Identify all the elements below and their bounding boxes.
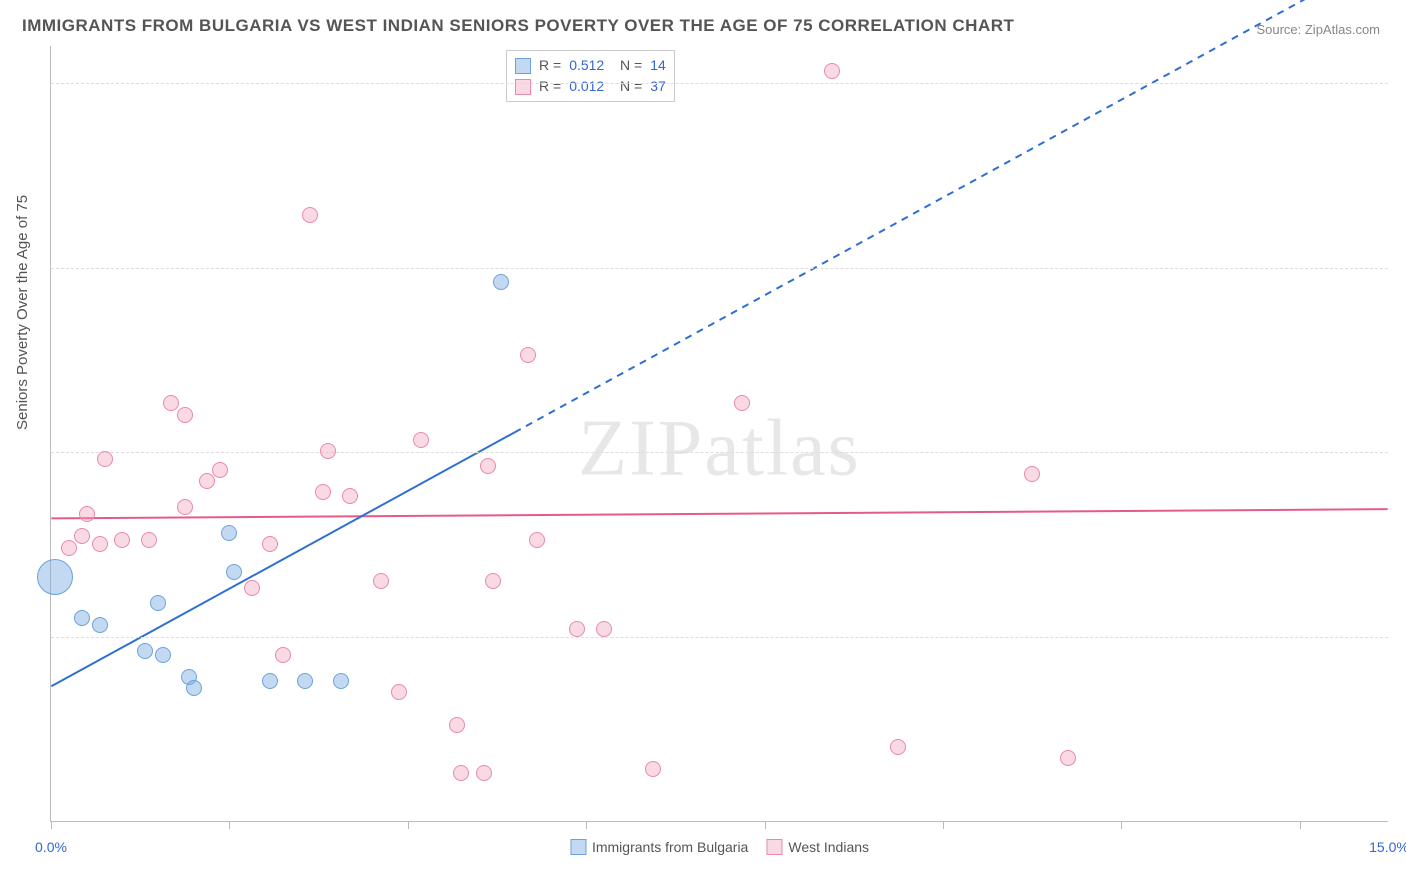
x-tick-label: 0.0% xyxy=(35,839,67,855)
data-point xyxy=(74,528,90,544)
data-point xyxy=(315,484,331,500)
legend-swatch xyxy=(515,58,531,74)
x-tick xyxy=(586,821,587,829)
data-point xyxy=(150,595,166,611)
data-point xyxy=(199,473,215,489)
data-point xyxy=(1024,466,1040,482)
stats-legend: R = 0.512 N = 14R = 0.012 N = 37 xyxy=(506,50,675,102)
series-legend: Immigrants from Bulgaria West Indians xyxy=(570,839,869,855)
data-point xyxy=(1060,750,1076,766)
data-point xyxy=(155,647,171,663)
y-tick-label: 10.0% xyxy=(1394,629,1406,645)
data-point xyxy=(645,761,661,777)
stat-r-value: 0.512 xyxy=(569,55,604,76)
legend-swatch xyxy=(515,79,531,95)
data-point xyxy=(485,573,501,589)
legend-swatch xyxy=(570,839,586,855)
data-point xyxy=(391,684,407,700)
data-point xyxy=(569,621,585,637)
legend-item: Immigrants from Bulgaria xyxy=(570,839,748,855)
stat-n-label: N = xyxy=(612,55,642,76)
x-tick xyxy=(765,821,766,829)
x-tick xyxy=(229,821,230,829)
data-point xyxy=(520,347,536,363)
data-point xyxy=(37,559,73,595)
data-point xyxy=(177,407,193,423)
data-point xyxy=(212,462,228,478)
x-tick xyxy=(1121,821,1122,829)
stat-r-label: R = xyxy=(539,76,561,97)
data-point xyxy=(890,739,906,755)
data-point xyxy=(221,525,237,541)
data-point xyxy=(262,536,278,552)
legend-swatch xyxy=(766,839,782,855)
data-point xyxy=(493,274,509,290)
y-tick-label: 20.0% xyxy=(1394,444,1406,460)
data-point xyxy=(320,443,336,459)
legend-item: West Indians xyxy=(766,839,869,855)
data-point xyxy=(342,488,358,504)
data-point xyxy=(177,499,193,515)
data-point xyxy=(74,610,90,626)
gridline xyxy=(51,268,1388,269)
x-tick xyxy=(1300,821,1301,829)
gridline xyxy=(51,637,1388,638)
stat-row: R = 0.512 N = 14 xyxy=(515,55,666,76)
legend-label: Immigrants from Bulgaria xyxy=(592,839,748,855)
y-tick-label: 30.0% xyxy=(1394,260,1406,276)
data-point xyxy=(449,717,465,733)
data-point xyxy=(596,621,612,637)
data-point xyxy=(373,573,389,589)
stat-n-label: N = xyxy=(612,76,642,97)
gridline xyxy=(51,83,1388,84)
data-point xyxy=(226,564,242,580)
data-point xyxy=(734,395,750,411)
stat-r-value: 0.012 xyxy=(569,76,604,97)
data-point xyxy=(480,458,496,474)
data-point xyxy=(61,540,77,556)
data-point xyxy=(453,765,469,781)
data-point xyxy=(97,451,113,467)
y-axis-label: Seniors Poverty Over the Age of 75 xyxy=(14,195,31,430)
data-point xyxy=(275,647,291,663)
data-point xyxy=(137,643,153,659)
data-point xyxy=(92,617,108,633)
plot-area: ZIPatlas R = 0.512 N = 14R = 0.012 N = 3… xyxy=(50,46,1388,822)
x-tick-label: 15.0% xyxy=(1369,839,1406,855)
data-point xyxy=(79,506,95,522)
stat-n-value: 14 xyxy=(650,55,666,76)
data-point xyxy=(262,673,278,689)
data-point xyxy=(302,207,318,223)
legend-label: West Indians xyxy=(788,839,869,855)
gridline xyxy=(51,452,1388,453)
stat-row: R = 0.012 N = 37 xyxy=(515,76,666,97)
chart-title: IMMIGRANTS FROM BULGARIA VS WEST INDIAN … xyxy=(22,16,1014,36)
data-point xyxy=(824,63,840,79)
stat-r-label: R = xyxy=(539,55,561,76)
watermark: ZIPatlas xyxy=(578,404,861,495)
stat-n-value: 37 xyxy=(650,76,666,97)
data-point xyxy=(244,580,260,596)
data-point xyxy=(333,673,349,689)
data-point xyxy=(186,680,202,696)
source-attribution: Source: ZipAtlas.com xyxy=(1256,22,1380,37)
data-point xyxy=(529,532,545,548)
data-point xyxy=(141,532,157,548)
data-point xyxy=(413,432,429,448)
data-point xyxy=(476,765,492,781)
data-point xyxy=(92,536,108,552)
data-point xyxy=(297,673,313,689)
data-point xyxy=(163,395,179,411)
x-tick xyxy=(51,821,52,829)
trend-lines xyxy=(51,46,1388,821)
data-point xyxy=(114,532,130,548)
y-tick-label: 40.0% xyxy=(1394,75,1406,91)
x-tick xyxy=(408,821,409,829)
x-tick xyxy=(943,821,944,829)
